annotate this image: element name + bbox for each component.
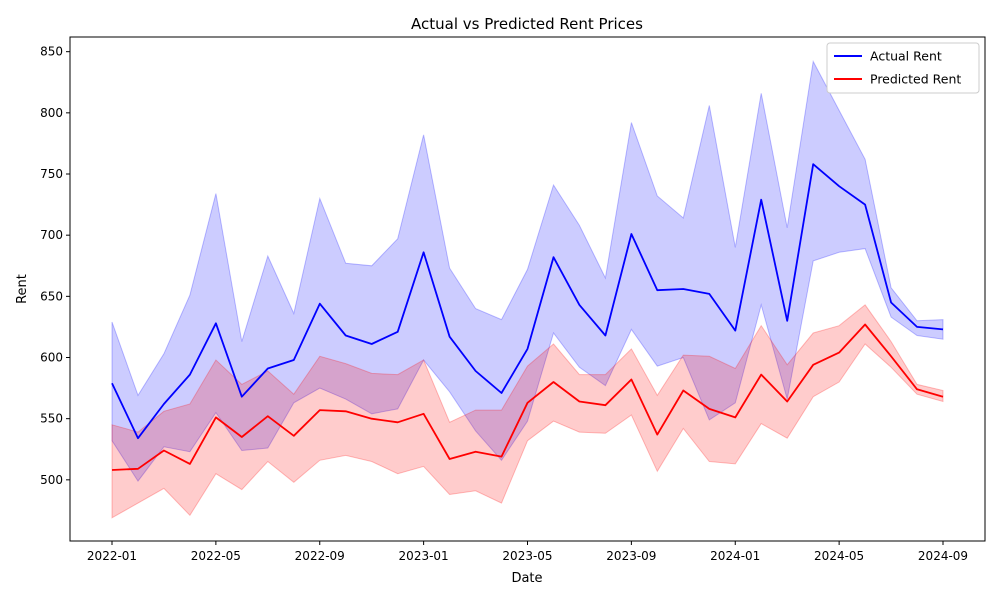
legend-label-predicted-rent: Predicted Rent: [870, 72, 961, 87]
actual-rent-band: [111, 59, 944, 482]
legend-box: [826, 42, 980, 94]
y-axis: 500 550 600 650 700 750 800 850: [40, 45, 70, 487]
confidence-bands: [111, 59, 944, 519]
x-axis-title: Date: [511, 571, 542, 586]
x-tick-label: 2024-01: [710, 549, 760, 563]
x-tick-label: 2024-05: [814, 549, 864, 563]
y-tick-label: 500: [40, 473, 63, 487]
chart-title: Actual vs Predicted Rent Prices: [411, 15, 643, 33]
series-lines: [111, 163, 944, 471]
x-tick-label: 2024-09: [918, 549, 968, 563]
y-axis-title: Rent: [15, 274, 30, 304]
x-tick-label: 2023-09: [606, 549, 656, 563]
y-tick-label: 700: [40, 228, 63, 242]
x-tick-label: 2023-01: [399, 549, 449, 563]
predicted-rent-band: [111, 304, 944, 519]
y-tick-label: 750: [40, 167, 63, 181]
y-tick-label: 850: [40, 45, 63, 59]
x-tick-label: 2022-09: [295, 549, 345, 563]
legend-label-actual-rent: Actual Rent: [870, 49, 942, 64]
x-tick-label: 2022-05: [191, 549, 241, 563]
y-tick-label: 600: [40, 351, 63, 365]
x-tick-label: 2022-01: [87, 549, 137, 563]
legend: Actual Rent Predicted Rent: [826, 42, 980, 94]
predicted-rent-line: [111, 323, 944, 471]
x-tick-label: 2023-05: [502, 549, 552, 563]
y-tick-label: 550: [40, 412, 63, 426]
x-axis: 2022-01 2022-05 2022-09 2023-01 2023-05 2023-…: [87, 541, 968, 563]
y-tick-label: 800: [40, 106, 63, 120]
y-tick-label: 650: [40, 289, 63, 303]
actual-rent-line: [111, 163, 944, 440]
